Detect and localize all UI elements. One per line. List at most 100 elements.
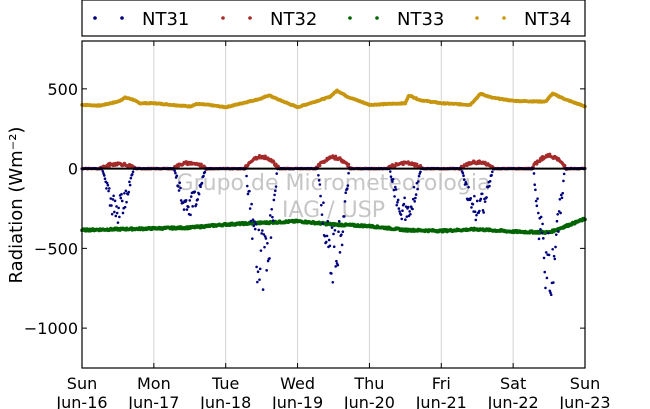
data-point-nt31 xyxy=(475,199,479,203)
data-point-nt31 xyxy=(541,222,544,226)
x-tick-label-date: Jun-17 xyxy=(127,393,179,409)
data-point-nt31 xyxy=(388,170,392,173)
data-point-nt31 xyxy=(389,175,393,179)
data-point-nt31 xyxy=(345,187,349,190)
data-point-nt31 xyxy=(248,207,252,210)
data-point-nt31 xyxy=(537,237,541,241)
data-point-nt31 xyxy=(330,272,333,275)
data-point-nt31 xyxy=(553,257,557,261)
data-point-nt31 xyxy=(414,196,417,200)
data-point-nt31 xyxy=(123,191,126,195)
data-point-nt31 xyxy=(268,257,271,260)
data-point-nt31 xyxy=(332,245,336,249)
x-axis-ticks: SunJun-16MonJun-17TueJun-18WedJun-19ThuJ… xyxy=(55,41,611,409)
data-point-nt31 xyxy=(555,219,559,223)
data-point-nt31 xyxy=(338,251,342,254)
data-point-nt31 xyxy=(485,196,488,199)
y-axis-label: Radiation (Wm⁻²) xyxy=(6,127,27,284)
data-point-nt31 xyxy=(416,187,419,191)
data-point-nt31 xyxy=(179,186,182,190)
data-point-nt31 xyxy=(413,200,416,203)
data-point-nt31 xyxy=(110,204,113,207)
data-point-nt31 xyxy=(556,213,559,216)
data-point-nt31 xyxy=(245,184,249,188)
data-point-nt31 xyxy=(408,210,411,213)
legend: NT31 NT32 NT33 NT34 xyxy=(81,0,586,37)
data-point-nt31 xyxy=(199,185,202,189)
data-point-nt31 xyxy=(534,199,538,203)
grid-lines xyxy=(153,41,514,368)
data-point-nt31 xyxy=(121,211,125,215)
legend-marker-nt32 xyxy=(221,16,225,20)
data-point-nt31 xyxy=(193,190,197,194)
data-point-nt31 xyxy=(254,222,258,226)
data-point-nt32 xyxy=(535,162,539,166)
data-point-nt31 xyxy=(393,195,396,198)
legend-marker-nt32 xyxy=(248,16,252,20)
data-point-nt31 xyxy=(340,233,343,236)
data-point-nt31 xyxy=(549,293,553,297)
x-tick-label-date: Jun-21 xyxy=(415,393,467,409)
data-point-nt31 xyxy=(331,281,335,284)
x-tick-label-date: Jun-23 xyxy=(558,393,610,409)
data-point-nt31 xyxy=(264,237,268,240)
data-point-nt31 xyxy=(173,169,176,173)
data-point-nt31 xyxy=(474,218,478,222)
x-tick-label-date: Jun-20 xyxy=(343,393,395,409)
data-point-nt31 xyxy=(561,191,565,195)
data-point-nt31 xyxy=(461,171,465,175)
data-point-nt31 xyxy=(337,230,340,234)
legend-frame xyxy=(81,0,586,37)
data-point-nt31 xyxy=(480,192,484,196)
data-point-nt31 xyxy=(328,244,332,248)
data-point-nt32 xyxy=(318,163,322,168)
data-point-nt31 xyxy=(411,197,415,201)
data-point-nt31 xyxy=(268,214,272,217)
data-point-nt31 xyxy=(396,198,400,202)
data-point-nt31 xyxy=(319,194,322,198)
legend-label-nt34: NT34 xyxy=(524,9,571,30)
data-point-nt31 xyxy=(128,183,132,187)
data-point-nt31 xyxy=(113,210,116,214)
data-point-nt31 xyxy=(342,215,346,218)
data-point-nt31 xyxy=(118,215,121,219)
data-point-nt31 xyxy=(335,259,338,263)
data-point-nt31 xyxy=(560,196,564,200)
data-point-nt31 xyxy=(115,205,118,208)
data-point-nt31 xyxy=(559,193,563,197)
data-point-nt31 xyxy=(260,232,263,235)
data-point-nt31 xyxy=(547,253,551,257)
data-point-nt31 xyxy=(273,193,276,197)
data-point-nt31 xyxy=(184,198,188,202)
data-point-nt31 xyxy=(250,202,253,206)
data-point-nt31 xyxy=(557,230,560,233)
legend-marker-nt31 xyxy=(120,16,124,20)
data-point-nt31 xyxy=(488,179,492,183)
data-point-nt31 xyxy=(470,206,473,209)
x-tick-label-day: Tue xyxy=(211,374,239,393)
data-point-nt31 xyxy=(103,177,107,181)
data-point-nt31 xyxy=(540,231,544,235)
data-point-nt31 xyxy=(320,213,324,216)
y-tick-label: 500 xyxy=(47,80,78,99)
data-point-nt31 xyxy=(252,224,256,228)
data-point-nt31 xyxy=(275,172,279,175)
data-point-nt31 xyxy=(177,189,181,192)
data-point-nt31 xyxy=(396,201,399,204)
data-point-nt31 xyxy=(333,229,337,232)
data-point-nt31 xyxy=(391,180,394,183)
data-point-nt31 xyxy=(248,189,251,193)
data-point-nt31 xyxy=(544,251,548,254)
data-point-nt31 xyxy=(256,270,260,274)
data-point-nt31 xyxy=(249,219,253,223)
data-point-nt31 xyxy=(533,183,536,186)
data-point-nt31 xyxy=(256,280,259,284)
legend-marker-nt31 xyxy=(93,16,97,20)
data-point-nt31 xyxy=(272,198,276,202)
data-point-nt31 xyxy=(251,218,255,221)
data-point-nt31 xyxy=(325,240,328,244)
legend-label-nt33: NT33 xyxy=(397,9,444,30)
legend-label-nt31: NT31 xyxy=(142,9,189,30)
data-point-nt31 xyxy=(536,211,540,215)
